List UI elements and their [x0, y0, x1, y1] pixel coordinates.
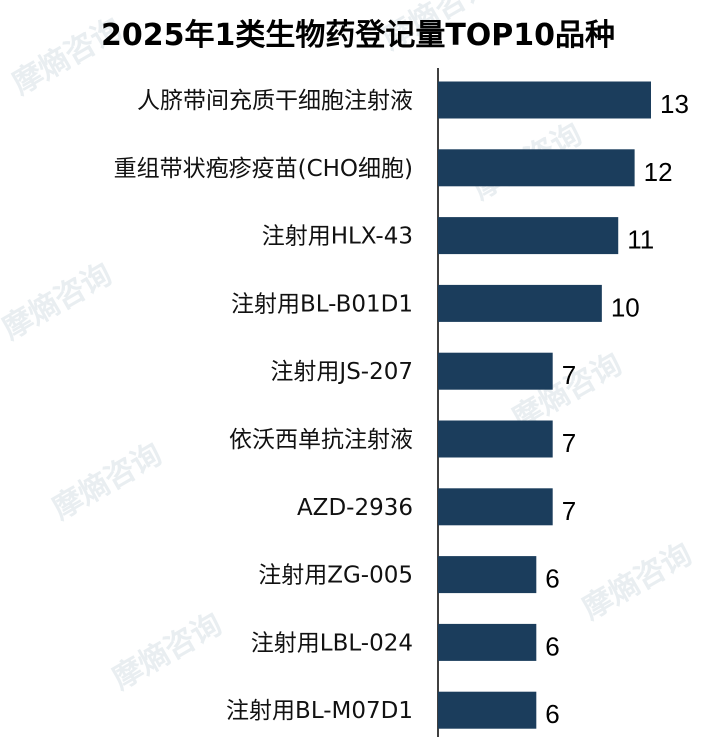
watermark-7: 摩熵咨询 [107, 607, 228, 697]
bar-8 [438, 556, 537, 594]
value-label-8: 6 [545, 564, 559, 594]
chart-title: 2025年1类生物药登记量TOP10品种 [101, 18, 615, 53]
watermark-8: 摩熵咨询 [577, 537, 698, 627]
value-label-4: 10 [611, 292, 640, 322]
category-label-7: AZD-2936 [297, 495, 413, 521]
category-label-10: 注射用BL-M07D1 [226, 698, 413, 724]
value-labels-group: 13 12 11 10 7 7 7 6 6 6 [545, 89, 689, 729]
watermark-3: 摩熵咨询 [0, 257, 118, 347]
bar-6 [438, 420, 553, 458]
category-label-3: 注射用HLX-43 [262, 224, 413, 250]
category-label-8: 注射用ZG-005 [258, 563, 413, 589]
category-label-5: 注射用JS-207 [270, 359, 413, 385]
bar-2 [438, 149, 635, 187]
value-label-9: 6 [545, 631, 559, 661]
category-label-2: 重组带状疱疹疫苗(CHO细胞) [114, 156, 413, 182]
value-label-1: 13 [660, 89, 689, 119]
watermark-5: 摩熵咨询 [47, 437, 168, 527]
bar-5 [438, 352, 553, 390]
category-label-4: 注射用BL-B01D1 [231, 291, 413, 317]
bar-3 [438, 217, 619, 255]
value-label-6: 7 [562, 428, 576, 458]
bar-1 [438, 81, 651, 119]
bar-7 [438, 488, 553, 526]
value-label-7: 7 [562, 496, 576, 526]
value-label-5: 7 [562, 360, 576, 390]
bar-9 [438, 623, 537, 661]
category-label-9: 注射用LBL-024 [251, 630, 413, 656]
bar-4 [438, 284, 602, 322]
value-label-3: 11 [627, 225, 654, 255]
bar-10 [438, 691, 537, 729]
category-label-6: 依沃西单抗注射液 [229, 427, 413, 453]
value-label-10: 6 [545, 699, 559, 729]
bars-group [438, 81, 651, 729]
category-label-1: 人脐带间充质干细胞注射液 [137, 88, 413, 114]
value-label-2: 12 [644, 157, 673, 187]
